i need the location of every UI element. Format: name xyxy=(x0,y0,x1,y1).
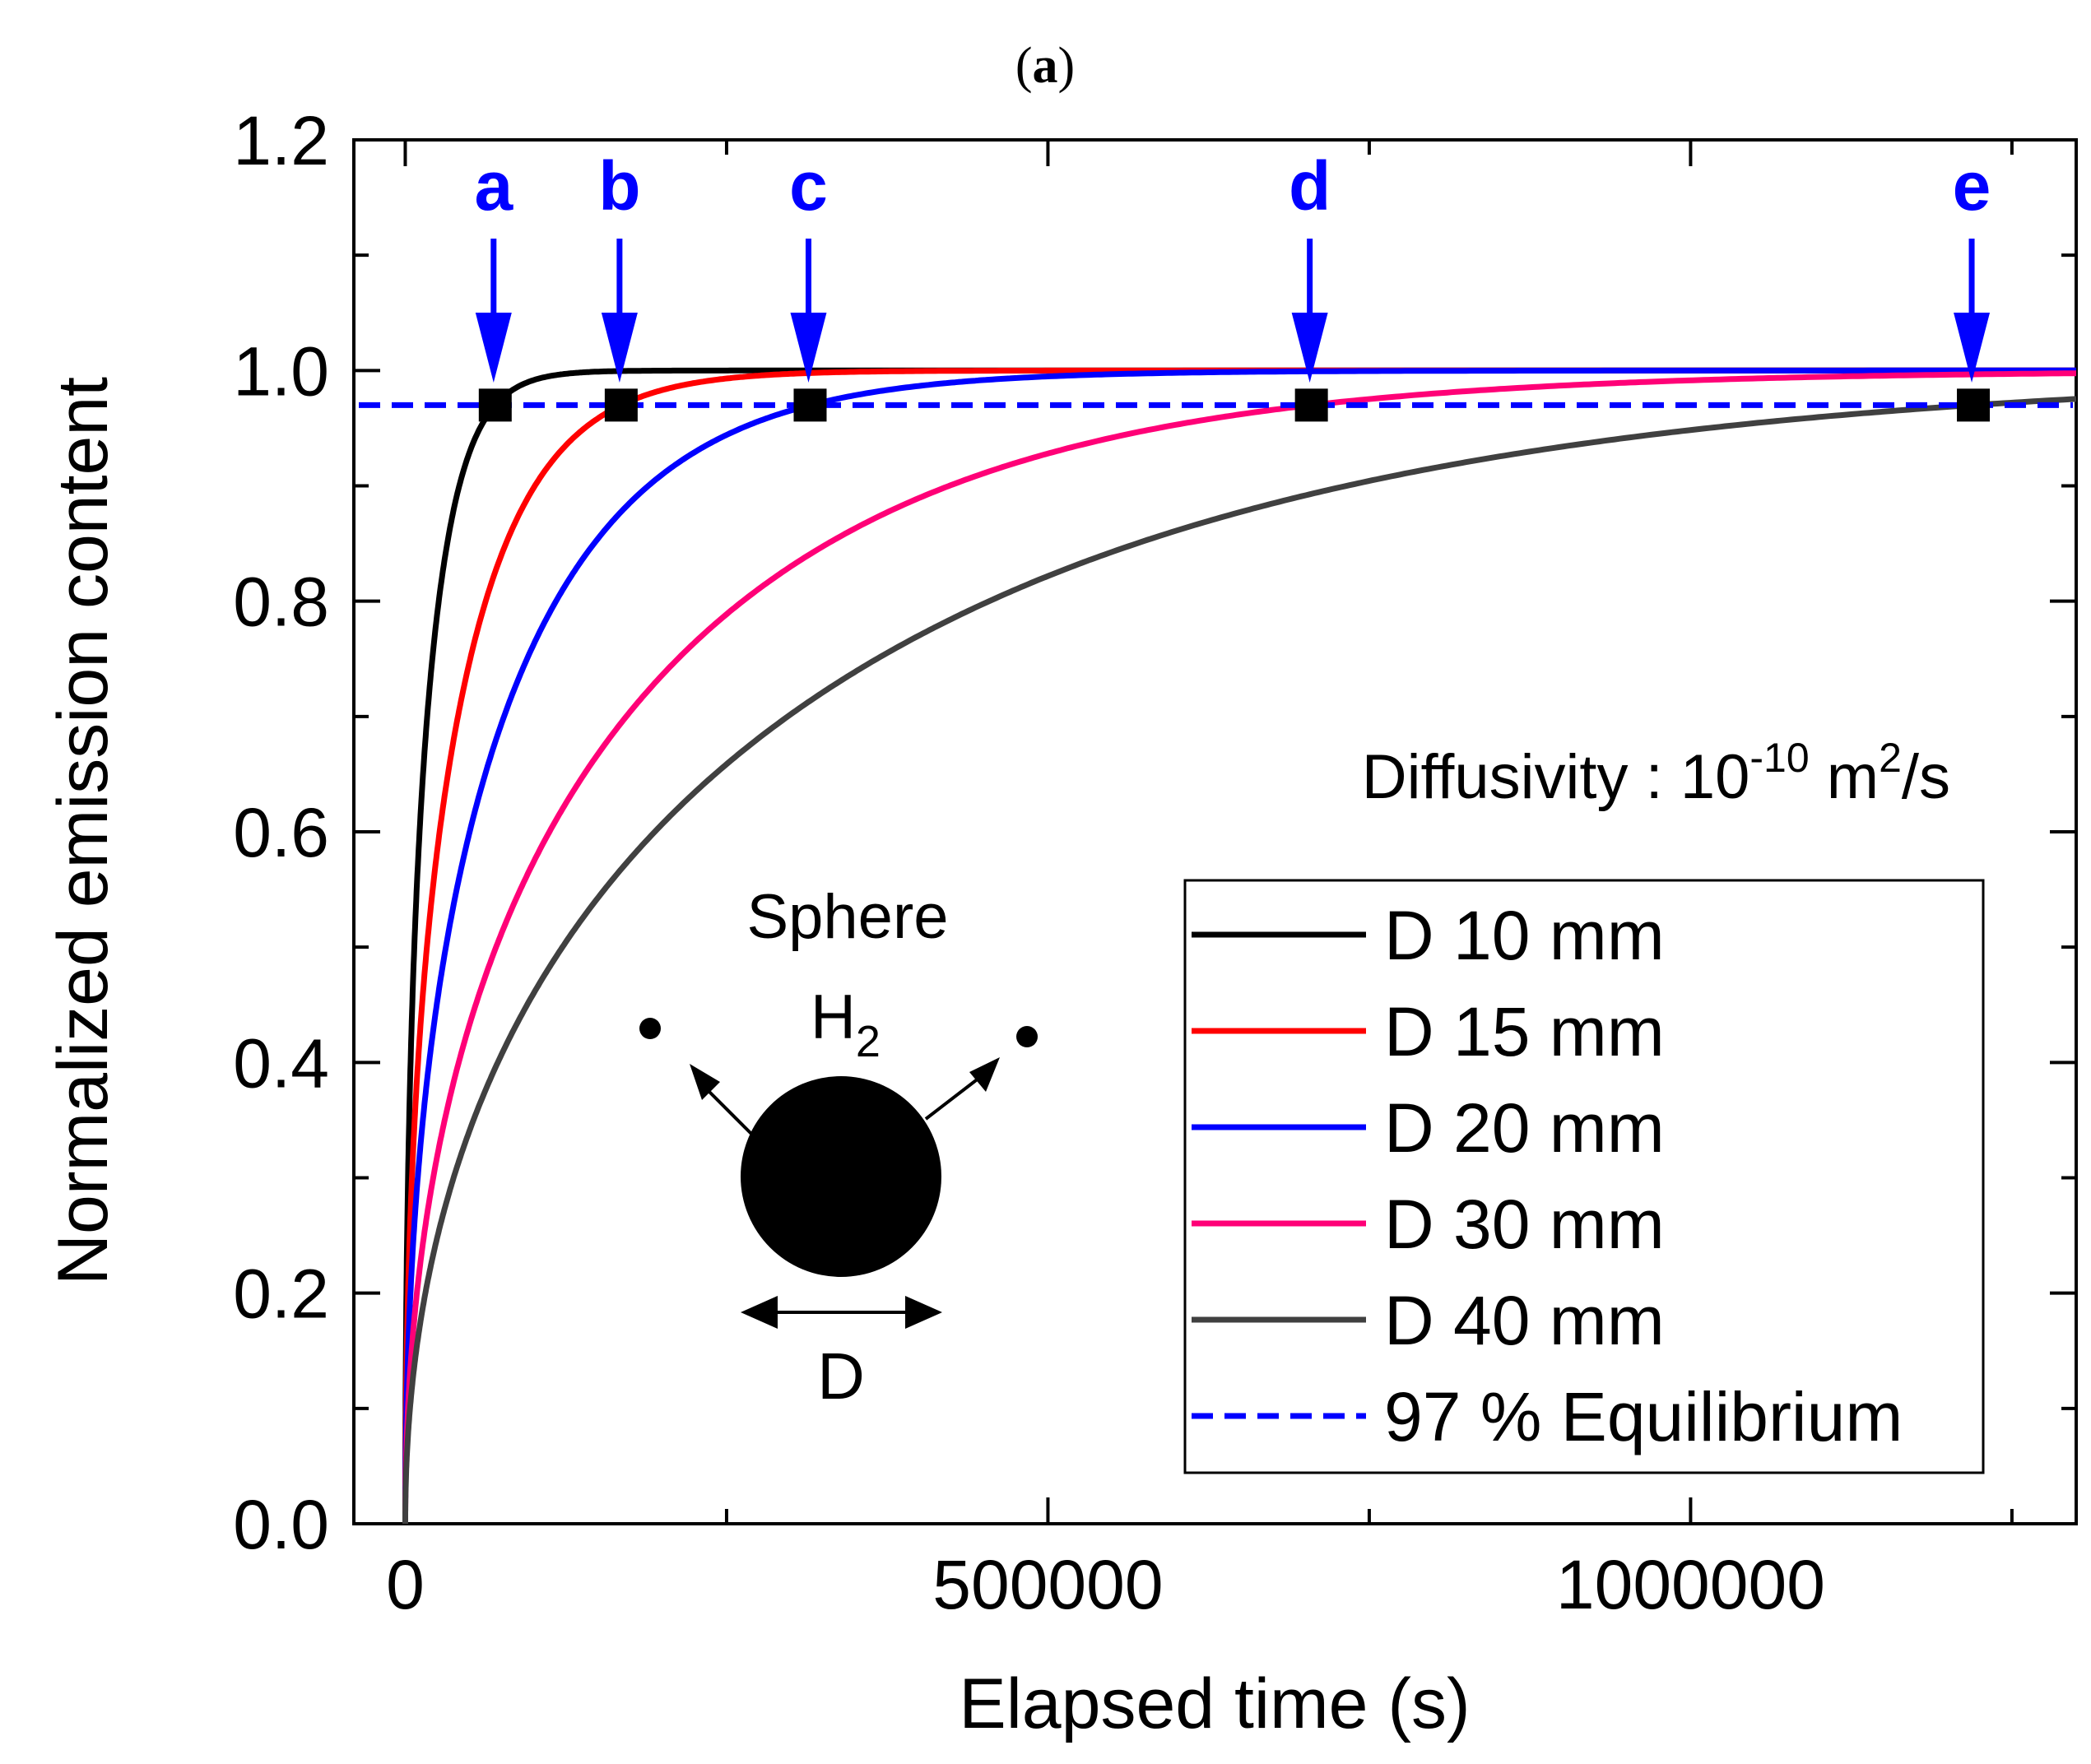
legend-label: 97 % Equilibrium xyxy=(1384,1378,1903,1455)
y-tick-label: 0.0 xyxy=(233,1486,329,1563)
y-tick-label: 0.8 xyxy=(233,564,329,641)
data-series-group xyxy=(402,367,2077,1524)
emission-arrow-right-icon xyxy=(924,1076,981,1121)
arrowhead-b-icon xyxy=(601,313,638,383)
legend: D 10 mm D 15 mm D 20 mm D 30 mm D 40 mm 97 % … xyxy=(1183,879,1985,1474)
y-tick-label: 0.4 xyxy=(233,1024,329,1102)
y-tick-label: 1.0 xyxy=(233,332,329,410)
marker-d xyxy=(1294,388,1328,422)
axis-tick-labels: 0 500000 1000000 0.0 0.2 0.4 0.6 0.8 1.0 1.2 xyxy=(233,102,1825,1623)
arrowhead-e-icon xyxy=(1954,313,1991,383)
diffusivity-annotation: Diffusivity : 10-10 m2/s xyxy=(1362,735,1950,812)
series-line-20mm xyxy=(402,367,2076,1524)
legend-label: D 10 mm xyxy=(1384,897,1665,974)
y-tick-label: 1.2 xyxy=(233,102,329,179)
marker-b xyxy=(604,388,638,422)
gas-molecule-left-icon xyxy=(639,1018,661,1039)
marker-label-d: d xyxy=(1289,147,1331,225)
marker-label-c: c xyxy=(789,147,828,225)
sphere-schematic: Sphere H2 D xyxy=(639,882,1038,1413)
x-tick-label: 0 xyxy=(386,1546,425,1623)
diameter-arrowhead-left-icon xyxy=(741,1296,778,1329)
marker-label-e: e xyxy=(1953,147,1991,225)
x-tick-label: 1000000 xyxy=(1556,1546,1825,1623)
gas-molecule-right-icon xyxy=(1016,1026,1038,1047)
arrowhead-a-icon xyxy=(475,313,512,383)
emission-arrow-left-icon xyxy=(702,1084,755,1137)
marker-c xyxy=(793,388,827,422)
series-line-40mm xyxy=(402,396,2077,1524)
panel-label: (a) xyxy=(1015,38,1075,94)
arrowhead-c-icon xyxy=(790,313,827,383)
x-axis-title: Elapsed time (s) xyxy=(959,1664,1470,1743)
sphere-label: Sphere xyxy=(746,882,948,952)
gas-label: H2 xyxy=(811,982,881,1066)
marker-group: a b c d e xyxy=(474,147,1991,422)
legend-label: D 30 mm xyxy=(1384,1186,1665,1263)
legend-label: D 40 mm xyxy=(1384,1282,1665,1359)
legend-label: D 20 mm xyxy=(1384,1089,1665,1167)
legend-label: D 15 mm xyxy=(1384,993,1665,1070)
diameter-label: D xyxy=(817,1339,865,1413)
series-line-30mm xyxy=(402,370,2076,1524)
y-tick-label: 0.6 xyxy=(233,794,329,871)
x-tick-label: 500000 xyxy=(932,1546,1163,1623)
arrowhead-d-icon xyxy=(1291,313,1328,383)
marker-label-b: b xyxy=(598,147,640,225)
marker-label-a: a xyxy=(474,147,513,225)
emission-arrowhead-left-icon xyxy=(690,1064,720,1100)
y-axis-title: Normalized emission content xyxy=(44,377,123,1285)
diameter-arrowhead-right-icon xyxy=(905,1296,942,1329)
marker-a xyxy=(478,388,512,422)
legend-frame xyxy=(1183,879,1985,1474)
marker-e xyxy=(1957,388,1991,422)
y-tick-label: 0.2 xyxy=(233,1256,329,1333)
emission-arrowhead-right-icon xyxy=(969,1057,1000,1092)
sphere-icon xyxy=(741,1076,941,1277)
